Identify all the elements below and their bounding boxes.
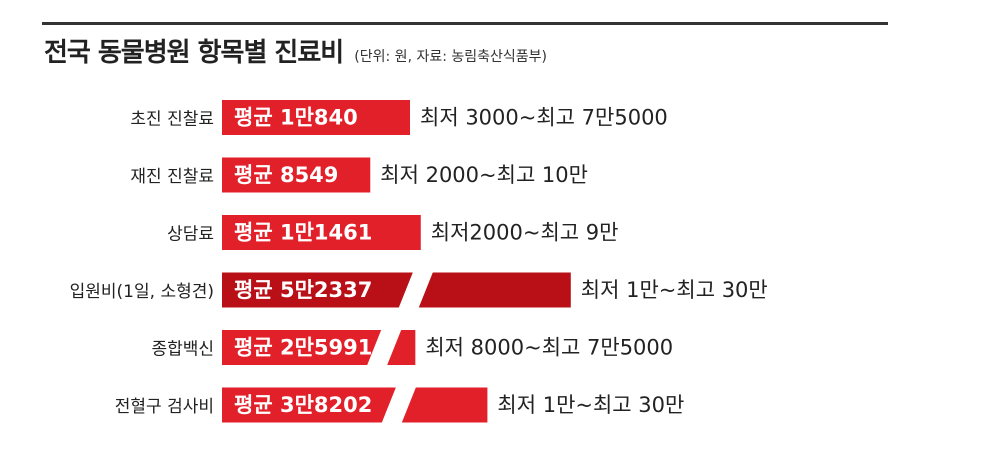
value-label: 평균 1만840: [234, 106, 358, 130]
value-label: 평균 8549: [234, 163, 338, 187]
bar-segment: [222, 330, 382, 365]
range-label: 최저 1만~최고 30만: [581, 278, 768, 302]
bar: [222, 157, 371, 193]
range-label: 최저 8000~최고 7만5000: [425, 336, 673, 360]
bar-segment-broken: [387, 330, 416, 365]
category-label: 상담료: [167, 225, 214, 245]
bar: [222, 215, 421, 250]
category-label: 종합백신: [151, 340, 214, 360]
value-label: 평균 3만8202: [234, 393, 372, 417]
top-rule: [42, 22, 888, 25]
bar-segment-broken: [418, 272, 571, 308]
value-label: 평균 5만2337: [234, 278, 372, 302]
chart-subtitle: (단위: 원, 자료: 농림축산식품부): [354, 49, 548, 65]
value-label: 평균 1만1461: [234, 221, 372, 245]
category-label: 입원비(1일, 소형견): [70, 282, 214, 302]
range-label: 최저 2000~최고 10만: [380, 163, 588, 187]
bar-segment: [222, 387, 396, 423]
header: 전국 동물병원 항목별 진료비 (단위: 원, 자료: 농림축산식품부): [44, 32, 547, 69]
range-label: 최저 3000~최고 7만5000: [420, 106, 668, 130]
value-label: 평균 2만5991: [234, 336, 372, 360]
bar-segment-broken: [401, 387, 488, 423]
bar: [222, 100, 410, 135]
category-label: 초진 진찰료: [130, 110, 214, 130]
category-label: 전혈구 검사비: [115, 397, 214, 417]
bar-segment: [222, 272, 413, 308]
range-label: 최저2000~최고 9만: [431, 221, 619, 245]
chart-title: 전국 동물병원 항목별 진료비: [44, 38, 344, 68]
range-label: 최저 1만~최고 30만: [497, 393, 684, 417]
category-label: 재진 진찰료: [130, 167, 214, 187]
